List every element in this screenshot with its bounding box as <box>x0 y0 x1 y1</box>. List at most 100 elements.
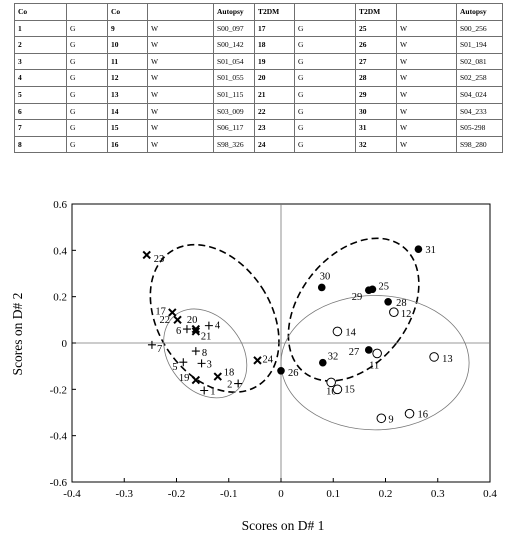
table-cell: 28 <box>355 69 397 87</box>
plus-marker <box>204 321 213 330</box>
table-cell: G <box>294 135 356 154</box>
table-cell: 19 <box>254 52 295 71</box>
point-label: 32 <box>328 352 339 363</box>
point-label: 17 <box>155 306 166 317</box>
data-point: 24 <box>253 354 274 365</box>
open-circle-marker <box>372 348 382 359</box>
table-cell: 31 <box>355 119 397 137</box>
table-cell: G <box>66 102 108 121</box>
data-point: 10 <box>326 377 337 397</box>
x-tick-label: 0.3 <box>431 488 445 500</box>
open-circle-marker <box>332 326 343 337</box>
data-point: 18 <box>213 368 234 381</box>
table-cell: S06_117 <box>213 119 255 137</box>
header-cell: Co <box>14 3 67 21</box>
data-point: 8 <box>191 347 207 359</box>
data-point: 31 <box>414 245 436 256</box>
table-cell: 7 <box>14 119 67 137</box>
x-tick-label: 0.1 <box>326 488 340 500</box>
plus-marker <box>179 358 188 367</box>
table-cell: S01_194 <box>456 36 503 54</box>
point-label: 30 <box>320 271 331 282</box>
table-cell: 5 <box>14 85 67 104</box>
table-cell: S04_024 <box>456 85 503 104</box>
data-point: 23 <box>142 250 164 265</box>
table-cell: G <box>66 52 108 71</box>
filled-circle-marker <box>319 358 327 367</box>
data-point: 3 <box>197 359 212 370</box>
cross-marker <box>142 250 151 260</box>
filled-circle-marker <box>414 245 423 253</box>
cross-marker <box>213 372 222 381</box>
point-label: 27 <box>349 347 360 358</box>
open-circle-marker <box>332 384 343 395</box>
header-cell: Autopsy <box>213 3 255 21</box>
table-cell: G <box>66 19 108 38</box>
table-cell: S98_326 <box>213 135 255 154</box>
x-tick-label: 0 <box>278 488 284 500</box>
table-cell: W <box>396 69 457 87</box>
table-row: 4 G 12 W S01_055 20 G 28 W S02_258 <box>14 69 503 87</box>
table-cell: W <box>147 85 214 104</box>
plus-marker <box>191 347 200 356</box>
data-point: 5 <box>172 358 188 373</box>
table-cell: 25 <box>355 19 397 38</box>
table-cell: G <box>66 119 108 137</box>
table-row: 8 G 16 W S98_326 24 G 32 W S98_280 <box>14 135 503 154</box>
table-header-row: Co Co Autopsy T2DM T2DM Autopsy <box>14 3 503 21</box>
table-cell: W <box>147 52 214 71</box>
table-cell: S00_142 <box>213 36 255 54</box>
table-cell: G <box>294 85 356 104</box>
header-cell <box>396 3 457 21</box>
y-tick-label: -0.6 <box>50 477 68 489</box>
point-label: 1 <box>210 386 215 397</box>
cross-marker <box>191 327 201 336</box>
table-cell: W <box>396 36 457 54</box>
table-cell: G <box>294 69 356 87</box>
table-cell: S98_280 <box>456 135 503 154</box>
table-row: 7 G 15 W S06_117 23 G 31 W S05-298 <box>14 119 503 137</box>
y-tick-label: -0.2 <box>50 384 67 396</box>
point-label: 5 <box>172 362 177 373</box>
table-cell: 11 <box>107 52 148 71</box>
table-cell: S03_009 <box>213 102 255 121</box>
data-point: 2 <box>227 379 243 391</box>
table-cell: G <box>294 52 356 71</box>
data-point: 7 <box>147 340 162 355</box>
data-point: 4 <box>204 321 221 332</box>
table-cell: 24 <box>254 135 295 154</box>
data-point: 19 <box>179 373 201 385</box>
table-cell: W <box>147 102 214 121</box>
table-cell: W <box>147 119 214 137</box>
plus-marker <box>234 379 243 388</box>
table-cell: W <box>396 52 457 71</box>
table-cell: 22 <box>254 102 295 121</box>
table-cell: 13 <box>107 85 148 104</box>
table-cell: 9 <box>107 19 148 38</box>
table-cell: G <box>294 119 356 137</box>
point-label: 22 <box>160 315 171 326</box>
point-label: 31 <box>425 245 436 256</box>
point-label: 7 <box>157 344 162 355</box>
filled-circle-marker <box>384 297 392 306</box>
data-point: 17 <box>155 306 177 317</box>
table-body: Co Co Autopsy T2DM T2DM Autopsy 1 G 9 W S00_… <box>14 3 503 154</box>
table-cell: 21 <box>254 85 295 104</box>
y-tick-label: 0 <box>62 338 68 350</box>
data-point: 21 <box>191 327 211 342</box>
data-point: 11 <box>369 348 382 371</box>
header-cell: T2DM <box>254 3 295 21</box>
data-point: 27 <box>349 346 373 358</box>
table-cell: 3 <box>14 52 67 71</box>
header-cell <box>294 3 356 21</box>
header-cell <box>66 3 108 21</box>
header-cell: Autopsy <box>456 3 503 21</box>
data-point: 32 <box>319 352 338 367</box>
header-cell <box>147 3 214 21</box>
table-cell: W <box>147 19 214 38</box>
table-cell: W <box>147 36 214 54</box>
data-point: 26 <box>277 367 299 379</box>
table-cell: 32 <box>355 135 397 154</box>
table-cell: 14 <box>107 102 148 121</box>
filled-circle-marker <box>277 367 285 375</box>
